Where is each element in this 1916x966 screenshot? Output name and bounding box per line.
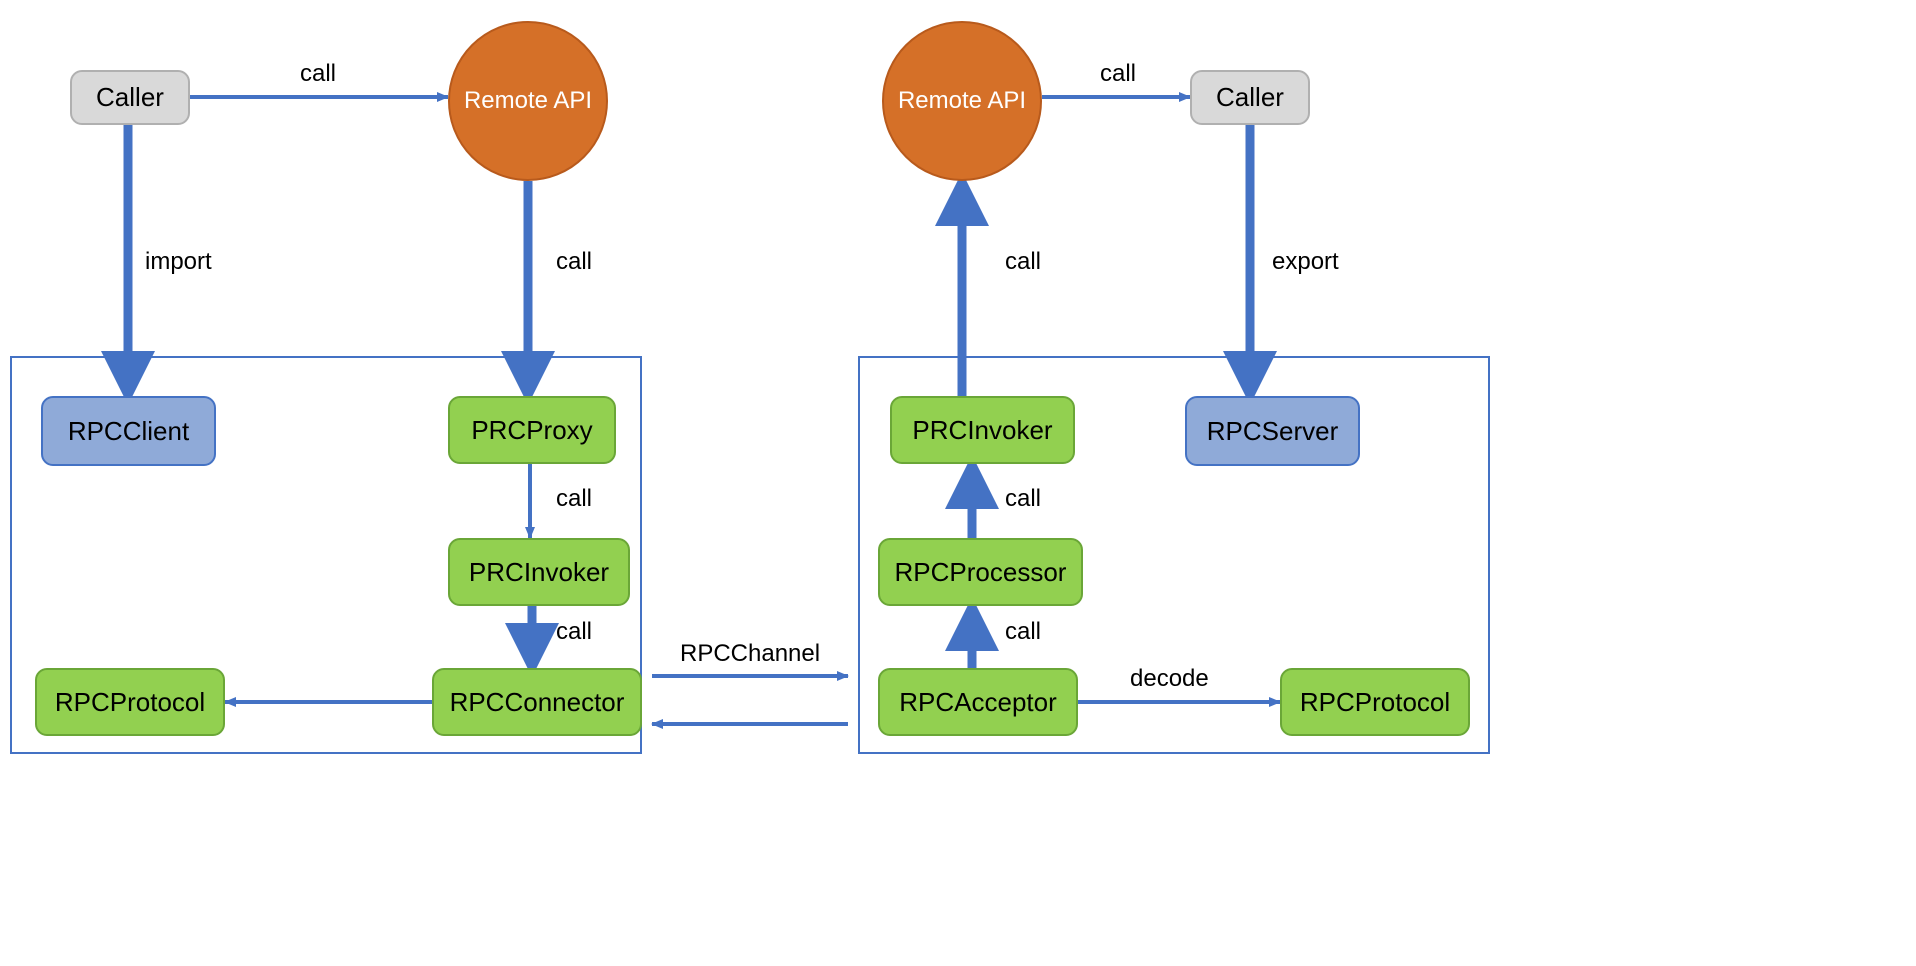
node-remoteapi-left: Remote API: [448, 21, 608, 181]
edge-label-e5: call: [556, 618, 592, 646]
node-prcinvoker-left: PRCInvoker: [448, 538, 630, 606]
node-rpcacceptor: RPCAcceptor: [878, 668, 1078, 736]
edge-label-e7: RPCChannel: [680, 640, 820, 668]
node-label: RPCProtocol: [1300, 687, 1450, 718]
node-rpcprotocol-left: RPCProtocol: [35, 668, 225, 736]
node-label: Remote API: [898, 87, 1026, 115]
node-label: RPCProtocol: [55, 687, 205, 718]
node-label: RPCConnector: [450, 687, 625, 718]
edge-label-e4: call: [556, 485, 592, 513]
edge-label-e2: import: [145, 248, 212, 276]
node-rpcprotocol-right: RPCProtocol: [1280, 668, 1470, 736]
node-label: RPCServer: [1207, 416, 1338, 447]
node-label: RPCClient: [68, 416, 189, 447]
edge-label-e14: decode: [1130, 665, 1209, 693]
node-label: Caller: [96, 82, 164, 113]
node-caller-right: Caller: [1190, 70, 1310, 125]
node-prcinvoker-right: PRCInvoker: [890, 396, 1075, 464]
node-label: Remote API: [464, 87, 592, 115]
node-label: PRCInvoker: [469, 557, 609, 588]
node-remoteapi-right: Remote API: [882, 21, 1042, 181]
node-rpcclient: RPCClient: [41, 396, 216, 466]
edge-label-e12: call: [1005, 485, 1041, 513]
edge-label-e13: call: [1005, 618, 1041, 646]
edge-label-e1: call: [300, 60, 336, 88]
node-label: Caller: [1216, 82, 1284, 113]
node-label: RPCAcceptor: [899, 687, 1057, 718]
diagram-canvas: Caller Remote API RPCClient PRCProxy PRCInvo…: [0, 0, 1560, 790]
node-label: PRCProxy: [471, 415, 592, 446]
edge-label-e11: export: [1272, 248, 1339, 276]
edge-label-e10: call: [1005, 248, 1041, 276]
node-rpcconnector: RPCConnector: [432, 668, 642, 736]
node-rpcserver: RPCServer: [1185, 396, 1360, 466]
node-caller-left: Caller: [70, 70, 190, 125]
node-rpcprocessor: RPCProcessor: [878, 538, 1083, 606]
edge-label-e3: call: [556, 248, 592, 276]
node-label: PRCInvoker: [912, 415, 1052, 446]
edge-label-e9: call: [1100, 60, 1136, 88]
node-label: RPCProcessor: [895, 557, 1067, 588]
node-prcproxy: PRCProxy: [448, 396, 616, 464]
